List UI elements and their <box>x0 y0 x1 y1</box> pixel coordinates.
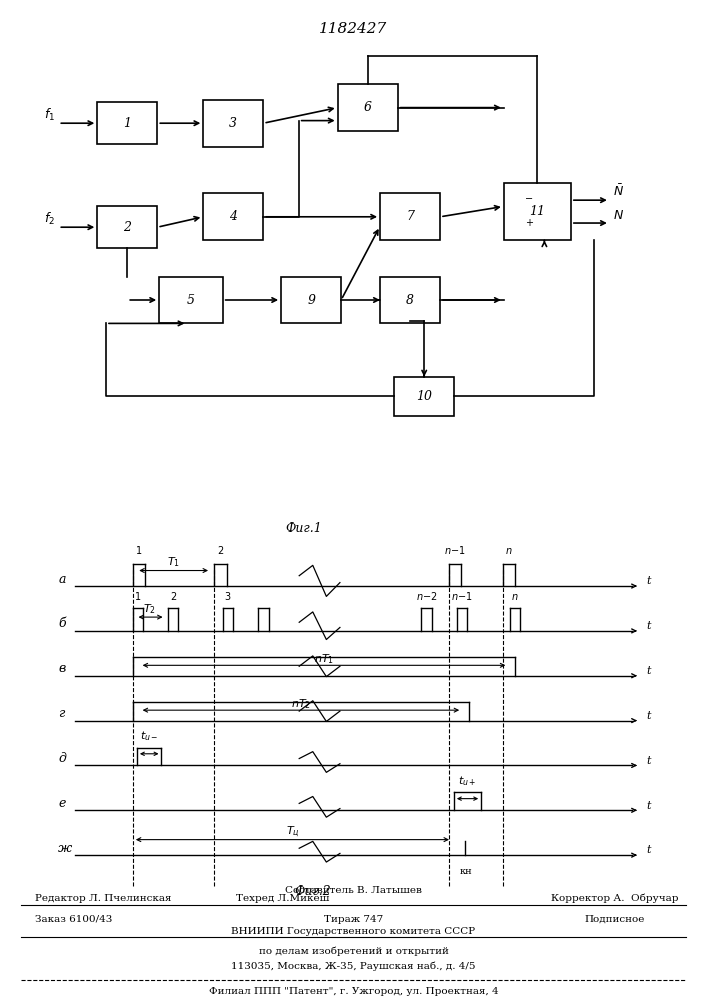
Text: 1: 1 <box>123 117 132 130</box>
Text: кн: кн <box>459 867 472 876</box>
Text: Заказ 6100/43: Заказ 6100/43 <box>35 915 112 924</box>
Text: 4: 4 <box>229 210 238 223</box>
Text: 2: 2 <box>123 221 132 234</box>
Text: t: t <box>647 801 651 811</box>
Text: $t_{u+}$: $t_{u+}$ <box>458 774 477 788</box>
Text: 9: 9 <box>307 294 315 306</box>
Text: $T_1$: $T_1$ <box>167 555 180 569</box>
Text: по делам изобретений и открытий: по делам изобретений и открытий <box>259 947 448 956</box>
FancyBboxPatch shape <box>338 84 397 131</box>
Text: −: − <box>525 194 533 204</box>
FancyBboxPatch shape <box>380 193 440 240</box>
Text: $f_1$: $f_1$ <box>44 107 54 123</box>
Text: t: t <box>647 845 651 855</box>
Text: $n{-}1$: $n{-}1$ <box>451 590 472 602</box>
Text: $1$: $1$ <box>136 544 143 556</box>
Text: $2$: $2$ <box>170 590 177 602</box>
Text: $nT_1$: $nT_1$ <box>314 652 334 666</box>
Text: ВНИИПИ Государственного комитета СССР: ВНИИПИ Государственного комитета СССР <box>231 927 476 936</box>
Text: $n{-}1$: $n{-}1$ <box>444 544 465 556</box>
FancyBboxPatch shape <box>281 277 341 323</box>
Text: t: t <box>647 576 651 586</box>
Text: +: + <box>525 218 533 228</box>
FancyBboxPatch shape <box>97 102 157 144</box>
Text: Корректор А.  Обручар: Корректор А. Обручар <box>551 894 679 903</box>
Text: t: t <box>647 666 651 676</box>
Text: Фиг.2: Фиг.2 <box>294 885 331 898</box>
Text: $t_{u-}$: $t_{u-}$ <box>140 729 158 743</box>
Text: t: t <box>647 711 651 721</box>
Text: е: е <box>58 797 66 810</box>
Text: $f_2$: $f_2$ <box>44 211 54 227</box>
Text: б: б <box>58 617 66 630</box>
Text: $T_2$: $T_2$ <box>143 602 156 616</box>
Text: 1182427: 1182427 <box>320 22 387 36</box>
Text: 7: 7 <box>406 210 414 223</box>
Text: Фиг.1: Фиг.1 <box>286 522 322 535</box>
Text: $nT_2$: $nT_2$ <box>291 697 311 711</box>
Text: $n$: $n$ <box>506 546 513 556</box>
FancyBboxPatch shape <box>380 277 440 323</box>
Text: Редактор Л. Пчелинская: Редактор Л. Пчелинская <box>35 894 172 903</box>
Text: $\bar{N}$: $\bar{N}$ <box>614 183 624 199</box>
FancyBboxPatch shape <box>204 100 264 147</box>
Text: ж: ж <box>58 842 73 855</box>
Text: $T_ц$: $T_ц$ <box>286 824 299 839</box>
FancyBboxPatch shape <box>159 277 223 323</box>
FancyBboxPatch shape <box>204 193 264 240</box>
FancyBboxPatch shape <box>395 377 454 416</box>
FancyBboxPatch shape <box>97 206 157 248</box>
Text: t: t <box>647 756 651 766</box>
Text: Филиал ППП "Патент", г. Ужгород, ул. Проектная, 4: Филиал ППП "Патент", г. Ужгород, ул. Про… <box>209 987 498 996</box>
Text: г: г <box>58 707 64 720</box>
Text: 6: 6 <box>363 101 372 114</box>
Text: Тираж 747: Тираж 747 <box>324 915 383 924</box>
Text: $3$: $3$ <box>224 590 231 602</box>
Text: Составитель В. Латышев: Составитель В. Латышев <box>285 886 422 895</box>
Text: $N$: $N$ <box>614 209 624 222</box>
FancyBboxPatch shape <box>503 183 571 240</box>
Text: 113035, Москва, Ж-35, Раушская наб., д. 4/5: 113035, Москва, Ж-35, Раушская наб., д. … <box>231 962 476 971</box>
Text: t: t <box>647 621 651 631</box>
Text: $n$: $n$ <box>511 592 518 602</box>
Text: 3: 3 <box>229 117 238 130</box>
Text: $n{-}2$: $n{-}2$ <box>416 590 437 602</box>
Text: $2$: $2$ <box>217 544 224 556</box>
Text: 5: 5 <box>187 294 195 306</box>
Text: 8: 8 <box>406 294 414 306</box>
Text: Техред Л.Микеш: Техред Л.Микеш <box>236 894 329 903</box>
Text: Подписное: Подписное <box>585 915 645 924</box>
Text: а: а <box>58 573 66 586</box>
Text: 11: 11 <box>530 205 545 218</box>
Text: в: в <box>58 662 66 675</box>
Text: 10: 10 <box>416 390 432 403</box>
Text: д: д <box>58 752 66 765</box>
Text: $1$: $1$ <box>134 590 141 602</box>
